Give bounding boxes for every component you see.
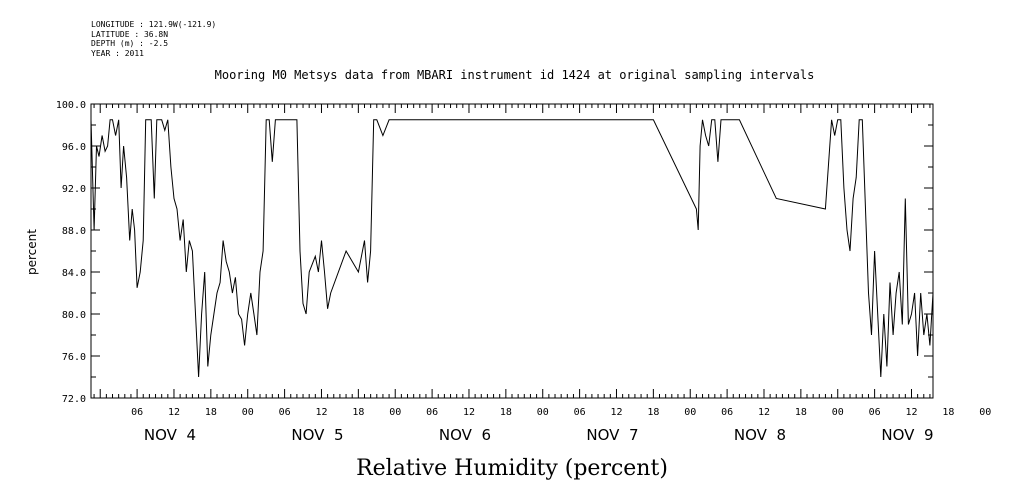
x-tick-label: 12 — [610, 407, 622, 418]
y-tick-label: 92.0 — [62, 184, 86, 195]
y-axis-label: percent — [25, 229, 39, 275]
x-axis-label: Relative Humidity (percent) — [356, 456, 668, 481]
x-tick-label: 18 — [942, 407, 954, 418]
chart-axes — [90, 103, 934, 399]
plot-frame — [90, 103, 934, 399]
y-tick-labels: 72.0 76.0 80.0 84.0 88.0 92.0 96.0 100.0 — [56, 100, 86, 405]
x-tick-label: 18 — [500, 407, 512, 418]
longitude-text: LONGITUDE : 121.9W(-121.9) — [91, 20, 217, 29]
x-tick-label: 18 — [352, 407, 364, 418]
depth-text: DEPTH (m) : -2.5 — [91, 39, 169, 48]
day-label: NOV 9 — [881, 426, 933, 444]
metadata-block: LONGITUDE : 121.9W(-121.9) LATITUDE : 36… — [91, 20, 216, 58]
day-label: NOV 4 — [144, 426, 196, 444]
day-label: NOV 5 — [291, 426, 343, 444]
x-tick-label: 18 — [205, 407, 217, 418]
year-text: YEAR : 2011 — [91, 48, 144, 58]
x-tick-label: 00 — [389, 407, 401, 418]
x-tick-labels: 06 12 18 00 06 12 18 00 06 12 18 00 06 12 18 00 06 12 18 00… — [131, 407, 991, 418]
y-tick-label: 96.0 — [62, 142, 86, 153]
y-tick-label: 72.0 — [62, 394, 86, 405]
y-tick-label: 88.0 — [62, 226, 86, 237]
latitude-text: LATITUDE : 36.8N — [91, 29, 169, 39]
x-tick-label: 18 — [795, 407, 807, 418]
y-tick-label: 80.0 — [62, 310, 86, 321]
day-label: NOV 8 — [734, 426, 786, 444]
x-tick-label: 06 — [869, 407, 881, 418]
x-tick-label: 12 — [168, 407, 180, 418]
humidity-series-line — [90, 119, 934, 378]
x-tick-label: 00 — [979, 407, 991, 418]
day-label: NOV 6 — [439, 426, 491, 444]
x-tick-label: 06 — [131, 407, 143, 418]
x-tick-label: 00 — [832, 407, 844, 418]
x-tick-label: 12 — [758, 407, 770, 418]
y-tick-label: 100.0 — [56, 100, 86, 111]
x-tick-label: 06 — [279, 407, 291, 418]
x-tick-label: 00 — [242, 407, 254, 418]
x-tick-label: 06 — [574, 407, 586, 418]
x-tick-label: 00 — [684, 407, 696, 418]
x-tick-label: 12 — [315, 407, 327, 418]
y-tick-label: 76.0 — [62, 352, 86, 363]
x-tick-label: 12 — [463, 407, 475, 418]
chart-title: Mooring M0 Metsys data from MBARI instru… — [214, 68, 815, 82]
x-tick-label: 18 — [647, 407, 659, 418]
day-label: NOV 7 — [586, 426, 638, 444]
day-labels: NOV 4 NOV 5 NOV 6 NOV 7 NOV 8 NOV 9 — [144, 426, 934, 444]
x-tick-label: 00 — [537, 407, 549, 418]
y-tick-label: 84.0 — [62, 268, 86, 279]
x-tick-label: 12 — [905, 407, 917, 418]
x-tick-label: 06 — [721, 407, 733, 418]
x-tick-label: 06 — [426, 407, 438, 418]
